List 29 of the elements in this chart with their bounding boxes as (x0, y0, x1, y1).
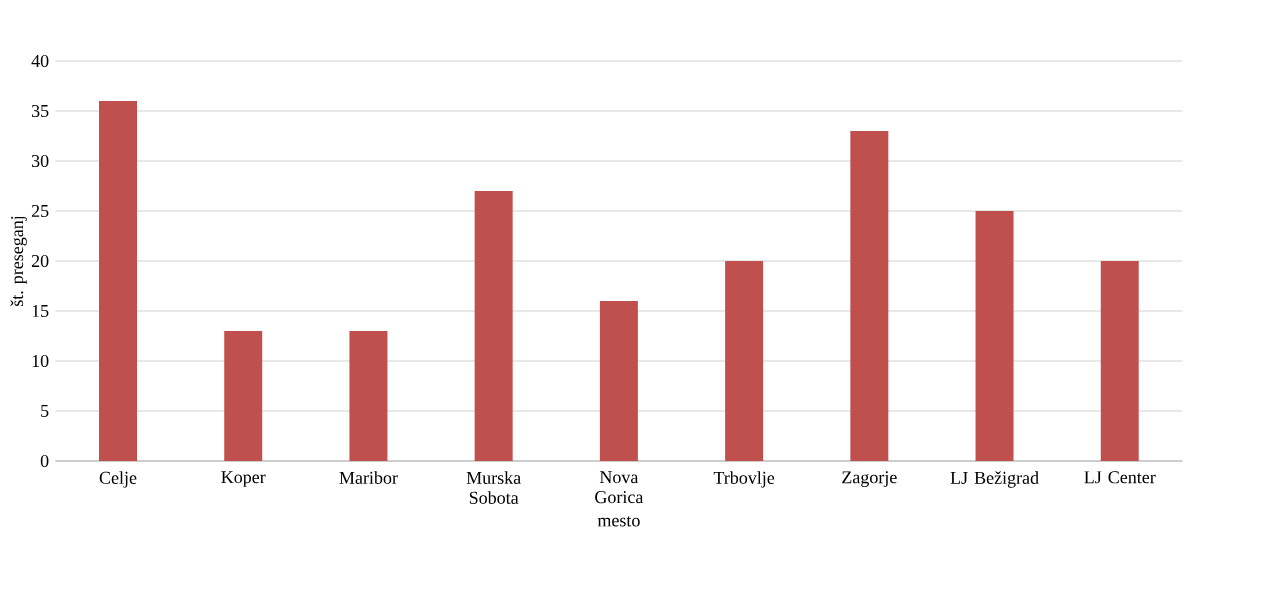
x-tick-label: Celje (99, 471, 137, 488)
y-tick-label: 5 (41, 405, 49, 417)
bar (349, 330, 388, 461)
x-tick-label: Koper (221, 471, 266, 487)
bar (850, 130, 889, 461)
x-tick-label: Maribor (339, 471, 398, 484)
bar (725, 260, 764, 461)
y-tick-label: 40 (31, 54, 49, 68)
x-tick-label: LJ Center (1084, 471, 1156, 484)
y-tick-label: 0 (40, 454, 49, 468)
y-tick-label: 20 (31, 254, 49, 268)
x-tick-label: Murska Sobota (466, 471, 521, 504)
y-tick-label: 25 (31, 204, 49, 218)
y-tick-label: 30 (31, 154, 49, 168)
x-tick-label: Nova Gorica (595, 471, 644, 504)
y-tick-label: 35 (31, 104, 49, 118)
x-tick-label: Trbovlje (713, 471, 775, 488)
bar (99, 100, 138, 461)
bar (599, 300, 638, 461)
bar (224, 330, 263, 461)
bar (474, 190, 513, 461)
y-axis-title: št. preseganj (10, 216, 27, 306)
x-tick-label: LJ Bežigrad (950, 471, 1039, 488)
bar (1100, 260, 1139, 461)
x-tick-label: Zagorje (842, 471, 897, 488)
y-tick-label: 10 (32, 354, 49, 368)
y-tick-label: 15 (32, 304, 49, 318)
x-axis-title: mesto (597, 516, 640, 527)
bar (975, 210, 1014, 461)
